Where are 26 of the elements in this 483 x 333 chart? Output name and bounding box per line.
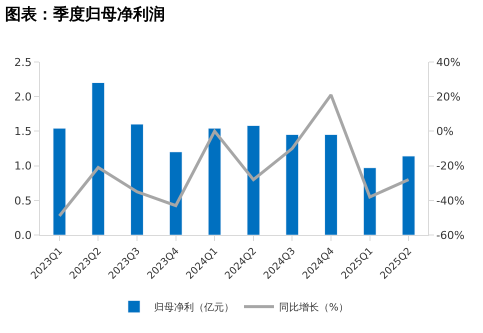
y2-tick-label: 0% bbox=[436, 125, 454, 138]
legend-label: 归母净利（亿元） bbox=[154, 301, 234, 314]
bar bbox=[246, 125, 260, 235]
bar bbox=[169, 152, 182, 235]
y-tick-label: 1.0 bbox=[14, 160, 32, 173]
bar bbox=[324, 134, 338, 235]
bar bbox=[130, 124, 144, 235]
line-series bbox=[58, 93, 410, 218]
y2-tick-label: -20% bbox=[436, 160, 465, 173]
y2-tick-label: 40% bbox=[436, 56, 461, 69]
y-tick-label: 2.0 bbox=[14, 90, 32, 104]
y-tick-label: 0.0 bbox=[14, 228, 32, 242]
bar bbox=[286, 134, 299, 235]
y-tick-label: 2.5 bbox=[14, 56, 32, 69]
chart-title: 图表：季度归母净利润 bbox=[4, 4, 165, 24]
y-tick-label: 1.5 bbox=[14, 125, 32, 138]
y2-tick-label: 20% bbox=[436, 90, 461, 104]
bar bbox=[208, 128, 222, 235]
y2-tick-label: -60% bbox=[436, 228, 465, 242]
y-tick-label: 0.5 bbox=[14, 194, 32, 208]
bar bbox=[402, 156, 416, 235]
legend-label: 同比增长（%） bbox=[279, 301, 349, 314]
bar bbox=[363, 168, 376, 235]
y2-tick-label: -40% bbox=[436, 194, 465, 208]
bar bbox=[52, 128, 66, 235]
bar bbox=[92, 82, 105, 235]
